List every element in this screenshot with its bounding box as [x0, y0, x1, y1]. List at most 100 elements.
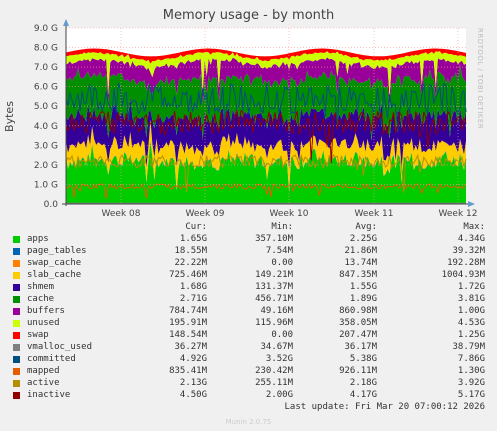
line-series	[65, 82, 467, 204]
legend-cur: 148.54M	[169, 330, 207, 340]
legend-row: committed 4.92G 3.52G 5.38G 7.86G	[0, 354, 497, 366]
legend-name: vmalloc_used	[27, 342, 93, 352]
legend-avg: 860.98M	[339, 306, 377, 316]
legend-row: vmalloc_used 36.27M 34.67M 36.17M 38.79M	[0, 342, 497, 354]
x-tick-labels: Week 08 Week 09 Week 10 Week 11 Week 12	[102, 209, 478, 219]
legend-cur: 18.55M	[174, 246, 207, 256]
legend-swatch	[13, 356, 20, 363]
legend-swatch	[13, 332, 20, 339]
x-tick-label: Week 09	[186, 209, 225, 219]
legend-min: 49.16M	[260, 306, 293, 316]
legend-avg: 1.55G	[349, 282, 377, 292]
legend-name: apps	[27, 234, 49, 244]
legend-min: 149.21M	[255, 270, 293, 280]
legend-row: swap 148.54M 0.00 207.47M 1.25G	[0, 330, 497, 342]
legend-min: 357.10M	[255, 234, 293, 244]
legend-avg: 13.74M	[344, 258, 377, 268]
y-tick-label: 0.0	[44, 200, 59, 210]
legend-row: page_tables 18.55M 7.54M 21.86M 39.32M	[0, 246, 497, 258]
header-avg: Avg:	[355, 222, 377, 232]
legend-max: 38.79M	[452, 342, 485, 352]
legend-min: 7.54M	[265, 246, 293, 256]
y-tick-labels: 0.0 1.0 G 2.0 G 3.0 G 4.0 G 5.0 G 6.0 G 7.0 G 8.…	[34, 24, 58, 210]
legend-min: 255.11M	[255, 378, 293, 388]
y-tick-label: 3.0 G	[34, 141, 58, 151]
legend-row: apps 1.65G 357.10M 2.25G 4.34G	[0, 234, 497, 246]
legend-row: unused 195.91M 115.96M 358.05M 4.53G	[0, 318, 497, 330]
legend-name: active	[27, 378, 60, 388]
legend-name: cache	[27, 294, 55, 304]
legend-name: swap_cache	[27, 258, 82, 268]
legend-cur: 725.46M	[169, 270, 207, 280]
header-min: Min:	[271, 222, 293, 232]
legend-cur: 4.92G	[179, 354, 207, 364]
legend-row: mapped 835.41M 230.42M 926.11M 1.30G	[0, 366, 497, 378]
legend-row: shmem 1.68G 131.37M 1.55G 1.72G	[0, 282, 497, 294]
legend-swatch	[13, 296, 20, 303]
legend-name: inactive	[27, 390, 71, 400]
area-swap	[66, 48, 466, 64]
legend-name: swap	[27, 330, 49, 340]
legend-max: 1.72G	[457, 282, 485, 292]
legend-avg: 926.11M	[339, 366, 377, 376]
legend-swatch	[13, 272, 20, 279]
line-mapped	[65, 182, 467, 199]
legend-avg: 2.18G	[349, 378, 377, 388]
legend-row: buffers 784.74M 49.16M 860.98M 1.00G	[0, 306, 497, 318]
legend-max: 3.81G	[457, 294, 485, 304]
legend-row: inactive 4.50G 2.00G 4.17G 5.17G	[0, 390, 497, 402]
legend-name: shmem	[27, 282, 55, 292]
line-inactive	[65, 109, 467, 164]
legend-avg: 5.38G	[349, 354, 377, 364]
rrdtool-credit: RRDTOOL / TOBI OETIKER	[476, 28, 484, 130]
legend-row: slab_cache 725.46M 149.21M 847.35M 1004.93M	[0, 270, 497, 282]
x-tick-label: Week 11	[355, 209, 394, 219]
legend-swatch	[13, 368, 20, 375]
legend-cur: 2.13G	[179, 378, 207, 388]
area-unused	[66, 51, 466, 97]
x-tick-label: Week 08	[102, 209, 141, 219]
legend-max: 1.25G	[457, 330, 485, 340]
header-cur: Cur:	[185, 222, 207, 232]
legend-max: 4.34G	[457, 234, 485, 244]
legend-name: mapped	[27, 366, 60, 376]
y-tick-label: 7.0 G	[34, 63, 58, 73]
legend-swatch	[13, 380, 20, 387]
legend-avg: 847.35M	[339, 270, 377, 280]
legend-min: 230.42M	[255, 366, 293, 376]
legend-swatch	[13, 344, 20, 351]
legend-avg: 207.47M	[339, 330, 377, 340]
legend-max: 39.32M	[452, 246, 485, 256]
legend-min: 3.52G	[265, 354, 293, 364]
legend-min: 2.00G	[265, 390, 293, 400]
legend-swatch	[13, 284, 20, 291]
legend-cur: 1.68G	[179, 282, 207, 292]
legend-swatch	[13, 248, 20, 255]
area-cache	[66, 64, 466, 141]
memory-chart: 0.0 1.0 G 2.0 G 3.0 G 4.0 G 5.0 G 6.0 G 7.0 G 8.…	[34, 19, 478, 219]
legend-avg: 2.25G	[349, 234, 377, 244]
legend-swatch	[13, 236, 20, 243]
grid-lines	[66, 27, 466, 204]
legend-min: 115.96M	[255, 318, 293, 328]
legend-max: 1.00G	[457, 306, 485, 316]
legend-max: 1.30G	[457, 366, 485, 376]
legend-avg: 4.17G	[349, 390, 377, 400]
legend-max: 1004.93M	[441, 270, 485, 280]
legend-swatch	[13, 308, 20, 315]
legend-header: Cur: Min: Avg: Max:	[0, 222, 497, 234]
legend-min: 131.37M	[255, 282, 293, 292]
area-shmem	[66, 96, 466, 169]
legend-cur: 4.50G	[179, 390, 207, 400]
legend-cur: 2.71G	[179, 294, 207, 304]
legend-max: 192.28M	[447, 258, 485, 268]
y-tick-label: 4.0 G	[34, 122, 58, 132]
legend-row: swap_cache 22.22M 0.00 13.74M 192.28M	[0, 258, 497, 270]
legend-max: 7.86G	[457, 354, 485, 364]
header-max: Max:	[463, 222, 485, 232]
legend-max: 3.92G	[457, 378, 485, 388]
area-slab-cache	[66, 119, 466, 192]
legend-swatch	[13, 260, 20, 267]
legend-max: 5.17G	[457, 390, 485, 400]
line-active	[65, 153, 467, 193]
